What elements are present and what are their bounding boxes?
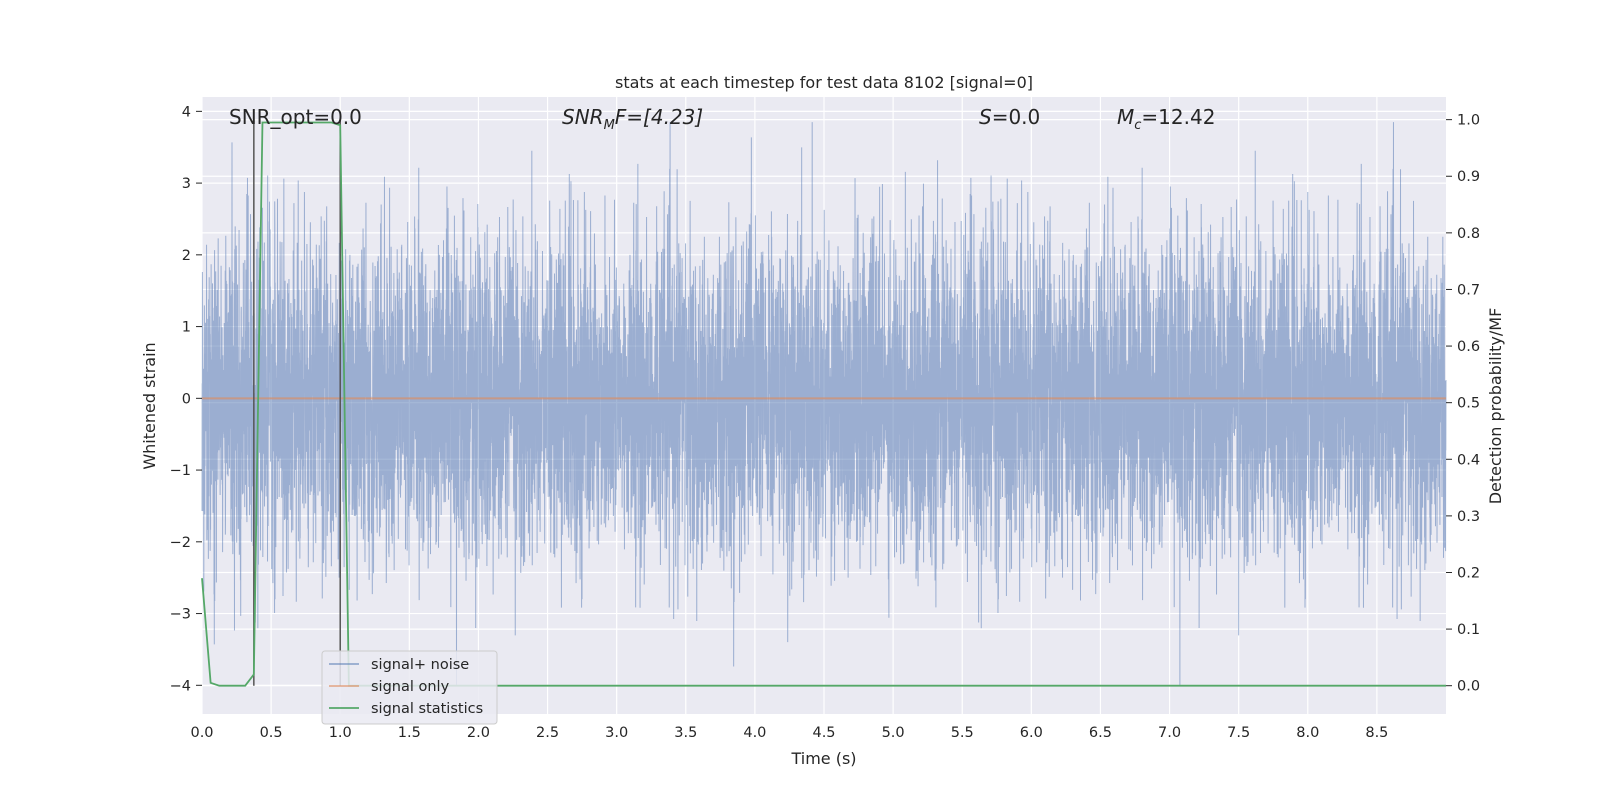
x-tick-label: 2.5 [536,725,559,741]
y-tick-labels: 4 3 2 1 0 −1 −2 −3 −4 [170,104,202,694]
x-tick-label: 6.5 [1089,725,1112,741]
annotation-snr-mf-suffix: F=[4.23] [615,105,703,129]
annotation-mc: Mc=12.42 [1117,105,1215,133]
chart-title: stats at each timestep for test data 810… [615,73,1033,92]
annotation-s: S=0.0 [979,105,1040,129]
y2-tick-label: 0.0 [1457,679,1480,695]
legend: signal+ noise signal only signal statist… [321,650,498,725]
x-tick-label: 7.5 [1227,725,1250,741]
y-tick-label: 4 [182,104,191,120]
y2-tick-label: 0.8 [1457,226,1480,242]
y2-tick-label: 0.4 [1457,452,1480,468]
annotation-snr-mf-sub: M [604,118,615,133]
y-tick-label: 0 [182,391,191,407]
annotation-snr-mf-prefix: SNR [562,105,604,129]
annotation-snr-mf: SNRMF=[4.23] [562,105,703,133]
annotation-s-suffix: =0.0 [992,105,1041,129]
y2-tick-label: 0.3 [1457,509,1480,525]
x-tick-label: 5.0 [882,725,905,741]
noise-line [201,122,1447,686]
annotation-mc-suffix: =12.42 [1141,105,1215,129]
x-tick-label: 8.5 [1365,725,1388,741]
signal-statistics-line [201,121,1446,687]
y2-tick-label: 1.0 [1457,113,1480,129]
y2-tick-label: 0.7 [1457,282,1480,298]
y-axis-label: Whitened strain [140,342,159,469]
x-tick-label: 4.5 [812,725,835,741]
y2-tick-label: 0.2 [1457,565,1480,581]
x-axis-label: Time (s) [790,749,856,768]
x-tick-label: 7.0 [1158,725,1181,741]
series-signal-noise [201,122,1447,686]
y2-tick-label: 0.5 [1457,396,1480,412]
annotation-mc-prefix: M [1117,105,1134,129]
annotation-s-prefix: S [979,105,992,129]
annotation-snr-opt: SNR_opt=0.0 [229,105,362,129]
y-tick-label: 2 [182,248,191,264]
y2-tick-label: 0.9 [1457,169,1480,185]
x-tick-label: 8.0 [1296,725,1319,741]
x-tick-labels: 0.0 0.5 1.0 1.5 2.0 2.5 3.0 3.5 4.0 4.5 5.0 5.5 6.0 6… [190,725,1388,741]
x-tick-label: 2.0 [467,725,490,741]
y-tick-label: −2 [170,535,191,551]
x-tick-label: 0.0 [190,725,213,741]
legend-box [321,650,498,725]
legend-label-signal-only: signal only [371,679,450,695]
legend-label-signal-noise: signal+ noise [371,657,469,673]
y-tick-label: −3 [170,607,191,623]
x-tick-label: 1.0 [329,725,352,741]
x-tick-label: 0.5 [260,725,283,741]
x-tick-label: 3.0 [605,725,628,741]
annotation-mc-sub: c [1134,118,1141,133]
y2-tick-labels: 1.0 0.9 0.8 0.7 0.6 0.5 0.4 0.3 0.2 0.1 0.0 [1446,113,1480,695]
x-tick-label: 3.5 [674,725,697,741]
y-tick-label: −1 [170,463,191,479]
x-tick-label: 1.5 [398,725,421,741]
x-tick-label: 6.0 [1020,725,1043,741]
y-tick-label: −4 [170,678,191,694]
y-tick-label: 3 [182,176,191,192]
y2-tick-label: 0.6 [1457,339,1480,355]
y2-axis-label: Detection probability/MF [1486,308,1505,505]
y-tick-label: 1 [182,320,191,336]
x-tick-label: 4.0 [743,725,766,741]
series-signal-statistics [201,121,1446,687]
legend-label-signal-statistics: signal statistics [371,701,483,717]
y2-tick-label: 0.1 [1457,622,1480,638]
vertical-markers [253,119,341,686]
x-tick-label: 5.5 [951,725,974,741]
